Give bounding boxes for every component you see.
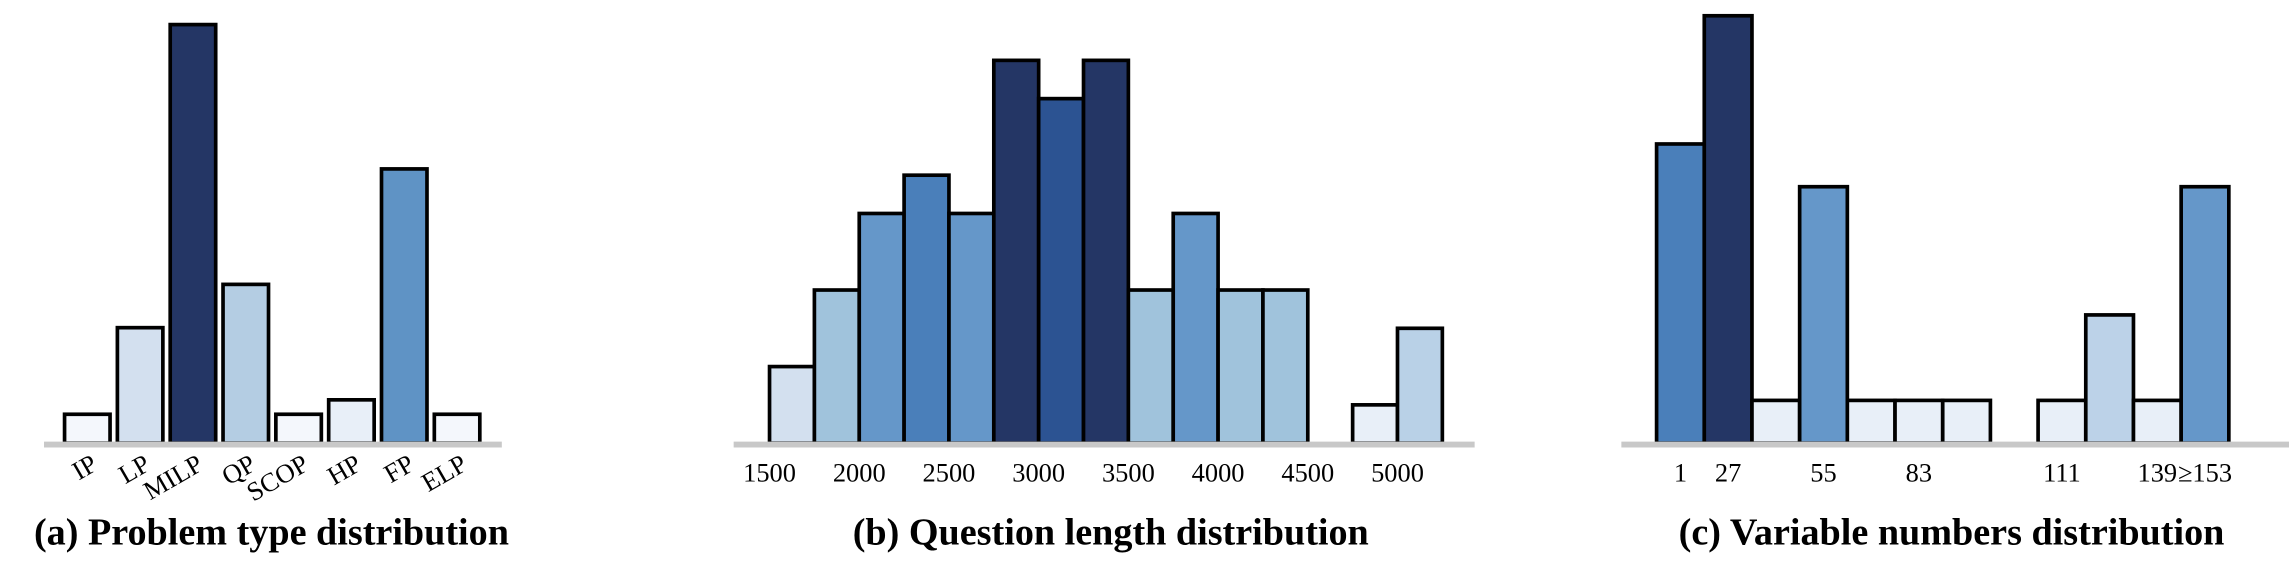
bar bbox=[221, 282, 271, 445]
bar bbox=[326, 398, 376, 445]
x-tick-label: ELP bbox=[416, 448, 472, 497]
bar bbox=[2083, 313, 2136, 445]
chart-title: (b) Question length distribution bbox=[853, 511, 1369, 553]
chart-title: (c) Variable numbers distribution bbox=[1679, 511, 2225, 553]
x-tick-label: 1 bbox=[1674, 457, 1687, 487]
bar bbox=[902, 173, 951, 445]
bar bbox=[379, 167, 429, 445]
x-tick-label: 3500 bbox=[1102, 457, 1155, 487]
bar bbox=[1893, 398, 1945, 445]
bar bbox=[2179, 184, 2231, 445]
x-tick-label: 111 bbox=[2043, 457, 2081, 487]
bar bbox=[857, 211, 906, 445]
bar bbox=[1395, 326, 1445, 445]
x-tick-label: 139 bbox=[2138, 457, 2178, 487]
bar bbox=[767, 364, 817, 445]
x-tick-label: FP bbox=[379, 448, 419, 489]
bar bbox=[1126, 288, 1176, 445]
x-tick-label: 83 bbox=[1906, 457, 1932, 487]
bar bbox=[1216, 288, 1265, 445]
x-tick-label: 3000 bbox=[1012, 457, 1065, 487]
x-tick-label: ≥153 bbox=[2178, 457, 2232, 487]
bar bbox=[1797, 184, 1850, 445]
bar bbox=[168, 22, 218, 445]
bar bbox=[1261, 288, 1310, 445]
bar bbox=[2036, 398, 2088, 445]
bar bbox=[947, 211, 996, 445]
x-tick-label: 2500 bbox=[923, 457, 976, 487]
x-tick-label: MILP bbox=[138, 448, 208, 506]
bar bbox=[1845, 398, 1897, 445]
bar bbox=[1702, 13, 1754, 445]
bar bbox=[1036, 96, 1086, 445]
x-tick-label: 55 bbox=[1810, 457, 1836, 487]
bar bbox=[115, 325, 165, 445]
bar bbox=[62, 412, 112, 445]
bar bbox=[991, 58, 1041, 445]
x-tick-label: SCOP bbox=[241, 448, 313, 507]
x-tick-label: 27 bbox=[1715, 457, 1741, 487]
bar bbox=[1750, 398, 1802, 445]
x-tick-label: IP bbox=[67, 448, 102, 486]
x-tick-label: 2000 bbox=[833, 457, 886, 487]
x-tick-label: 1500 bbox=[743, 457, 796, 487]
chart-title: (a) Problem type distribution bbox=[34, 511, 509, 553]
x-tick-label: 4000 bbox=[1192, 457, 1245, 487]
bar bbox=[1171, 211, 1220, 445]
x-tick-label: HP bbox=[322, 448, 366, 491]
bar bbox=[1350, 403, 1400, 445]
bar bbox=[1654, 142, 1707, 445]
bar bbox=[1081, 58, 1131, 445]
bar bbox=[432, 412, 482, 445]
bar bbox=[274, 412, 324, 445]
bar bbox=[1940, 398, 1993, 445]
bar bbox=[2131, 398, 2183, 445]
bar bbox=[812, 288, 862, 445]
x-tick-label: 5000 bbox=[1371, 457, 1424, 487]
x-tick-label: 4500 bbox=[1281, 457, 1334, 487]
